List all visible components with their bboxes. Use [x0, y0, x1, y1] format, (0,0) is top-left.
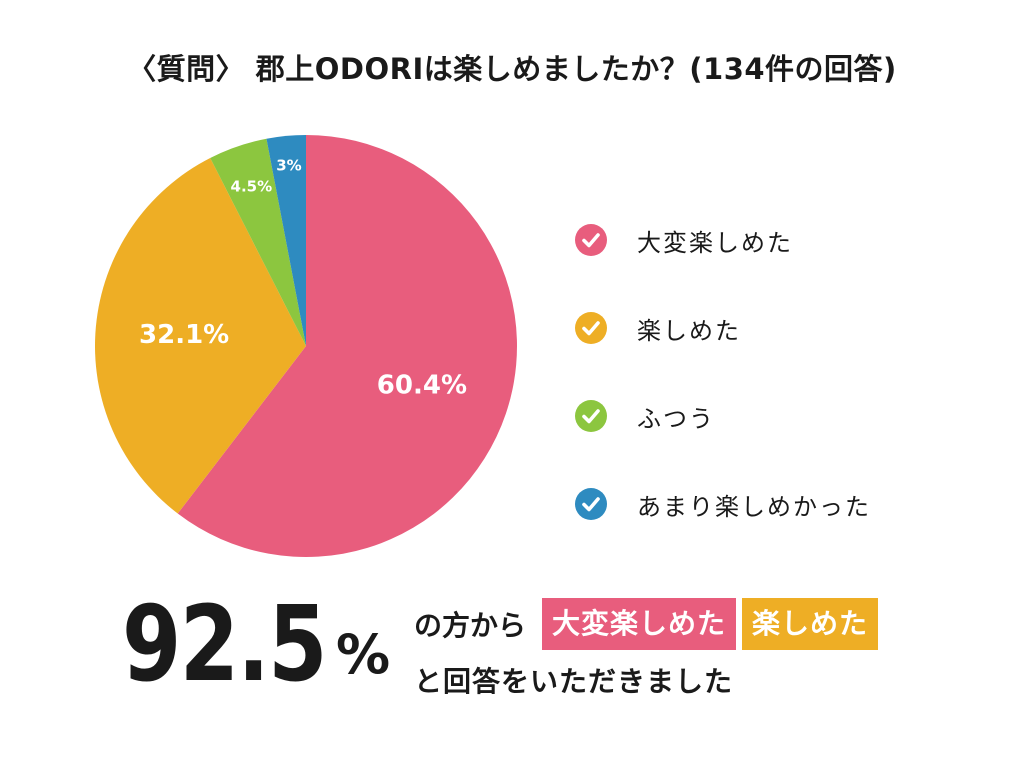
chart-title: 〈質問〉 郡上ODORIは楽しめましたか？(134件の回答)	[127, 52, 897, 86]
summary-line-1: の方から 大変楽しめた 楽しめた	[414, 598, 879, 650]
pie-slice	[94, 157, 306, 514]
legend: 大変楽しめた 楽しめた ふつう あまり楽しめかった	[575, 196, 871, 548]
summary-line-2: と回答をいただきました	[414, 665, 734, 698]
check-circle-icon	[575, 400, 607, 432]
legend-label: 楽しめた	[637, 316, 741, 345]
summary-tag-very-enjoyed: 大変楽しめた	[542, 598, 737, 650]
legend-label: ふつう	[637, 404, 715, 433]
check-circle-icon	[575, 312, 607, 344]
check-circle-icon	[575, 488, 607, 520]
legend-item: ふつう	[575, 372, 871, 460]
pie-slice	[210, 138, 306, 346]
pie-chart: 60.4% 32.1% 4.5%3%	[94, 135, 517, 557]
summary-tag-enjoyed: 楽しめた	[742, 598, 879, 650]
legend-item: 大変楽しめた	[575, 196, 871, 284]
summary-percent-sign: %	[336, 623, 391, 686]
pie-slice	[266, 135, 306, 346]
pie-slice-label: 32.1%	[139, 320, 229, 350]
pie-slice-label: 4.5%	[231, 177, 273, 195]
check-circle-icon	[575, 224, 607, 256]
pie-slice-label: 3%	[276, 156, 301, 174]
summary-prefix: の方から	[414, 609, 527, 642]
pie-slice-label: 60.4%	[377, 370, 467, 400]
legend-item: あまり楽しめかった	[575, 460, 871, 548]
legend-label: あまり楽しめかった	[637, 492, 871, 521]
pie-slice	[177, 135, 517, 557]
legend-label: 大変楽しめた	[637, 228, 793, 257]
legend-item: 楽しめた	[575, 284, 871, 372]
summary-big-number: 92.5	[122, 583, 327, 705]
